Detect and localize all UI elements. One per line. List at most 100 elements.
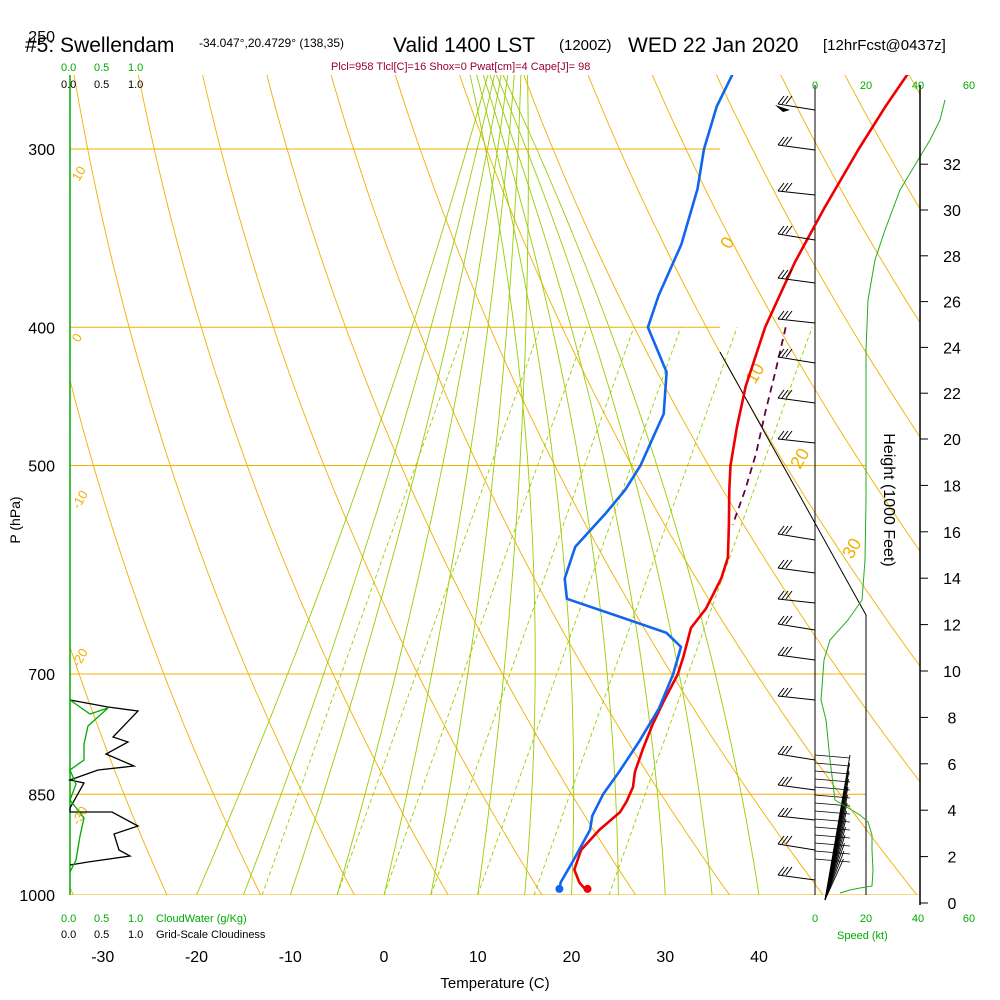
cloudwater-label: CloudWater (g/Kg) [156,913,247,925]
height-tick-12: 12 [943,618,961,635]
station-coords: -34.047°,20.4729° (138,35) [199,36,344,50]
height-tick-26: 26 [943,295,961,312]
wind-barb-0 [777,103,816,111]
temperature-tick-10: 10 [469,949,487,966]
wind-barb-feather-8-1 [781,430,789,440]
cloud-scale-green-top-0: 0.0 [61,62,76,74]
height-tick-32: 32 [943,157,961,174]
wind-barb-1 [777,144,816,151]
moist-adiabat-20 [476,75,575,895]
wind-barb-feather-3-0 [777,225,785,235]
wind-barb-feather-11-1 [781,590,789,600]
wind-fan-barb-4 [814,786,851,791]
wind-barb-16 [777,784,816,791]
wind-barb-feather-12-0 [777,615,785,625]
dry-adiabat-label-7: 20 [786,445,813,472]
wind-barb-feather-6-2 [785,348,793,358]
moist-adiabat-25 [482,75,619,895]
wind-barb-feather-19-2 [785,866,793,876]
cloud-scale-black-top-2: 1.0 [128,79,143,91]
pressure-tick-500: 500 [28,459,55,476]
wind-barb-feather-6-1 [781,348,789,358]
moist-adiabat-0 [383,75,515,895]
wind-barb-feather-0-0 [777,95,785,105]
wind-fan-barb-7 [814,810,851,815]
wind-barb-feather-14-0 [777,687,785,697]
wind-barb-feather-16-0 [777,776,785,786]
temperature-tick-20: 20 [563,949,581,966]
moist-adiabat-10 [477,75,529,895]
wind-panel-diagonal [719,351,867,895]
dry-adiabat-340 [523,75,920,783]
surface-temperature-point [583,884,592,893]
dry-adiabat-label-2: -10 [69,488,91,512]
wind-barb-feather-5-0 [777,310,785,320]
wind-barb-feather-18-0 [777,835,785,845]
cloud-scale-black-top-0: 0.0 [61,79,76,91]
dry-adiabat-label-5: 0 [716,233,738,252]
wind-barb-feather-4-1 [781,269,789,279]
wind-barb-feather-9-1 [781,525,789,535]
cloudiness-label: Grid-Scale Cloudiness [156,929,266,941]
wind-barb-feather-17-1 [781,807,789,817]
wind-barb-feather-18-2 [785,835,793,845]
moist-adiabat--5 [336,75,509,895]
moist-adiabat-40 [502,75,760,895]
cloud-scale-black-bottom-0: 0.0 [61,929,76,941]
mixing-ratio-lines: 1 2 3 5 8 12 20 [261,327,813,917]
wind-barb-feather-10-2 [785,559,793,569]
wind-fan-barb-12 [814,850,851,855]
wind-speed-curve [820,99,946,894]
wind-barb-13 [777,654,816,661]
speed-tick-bottom-0: 0 [812,913,818,925]
wind-barb-feather-12-2 [785,615,793,625]
cloud-scale-green-top-1: 0.5 [94,62,109,74]
wind-fan-barb-9 [814,826,851,831]
speed-tick-bottom-20: 20 [860,913,872,925]
wind-fan-line-12 [824,850,845,901]
wind-barb-15 [777,753,816,761]
cloud-scale-green-bottom-1: 0.5 [94,913,109,925]
pressure-tick-300: 300 [28,142,55,159]
wind-barb-feather-2-0 [777,182,785,192]
speed-tick-top-0: 0 [812,80,818,92]
valid-date: WED 22 Jan 2020 [628,34,798,57]
valid-time: Valid 1400 LST [393,34,535,57]
forecast-info: [12hrFcst@0437z] [823,37,946,54]
wind-barb-8 [777,438,816,444]
wind-barb-feather-15-2 [785,745,793,755]
moist-adiabat-lines [196,75,760,895]
cloud-scale-black-bottom-2: 1.0 [128,929,143,941]
wind-barb-feather-11-2 [785,590,793,600]
pressure-tick-1000: 1000 [19,888,55,905]
moist-adiabat-35 [495,75,713,895]
height-tick-6: 6 [948,757,957,774]
dry-adiabat-lines: 10 0 -10 -20 -30 0 10 20 30 [69,75,920,895]
wind-barb-feather-17-0 [777,807,785,817]
mixing-ratio-label-20: 20 [612,896,632,916]
dry-adiabat-label-3: -20 [69,646,91,670]
mixing-ratio-label-3: 3 [353,903,370,917]
mixing-ratio-line-4 [477,327,682,895]
wind-barbs [775,95,851,901]
dry-adiabat-300 [266,75,637,895]
moist-adiabat--20 [196,75,489,895]
wind-barb-14 [777,695,816,701]
wind-barb-feather-13-2 [785,646,793,656]
wind-barb-feather-14-1 [781,687,789,697]
wind-barb-18 [777,843,816,851]
temperature-axis-ticks: -30 -20 -10 0 10 20 30 40 [91,949,768,966]
wind-barb-feather-3-1 [781,225,789,235]
wind-barb-feather-7-2 [785,389,793,399]
moist-adiabat-30 [489,75,666,895]
height-tick-18: 18 [943,478,961,495]
valid-zulu: (1200Z) [559,37,612,54]
wind-barb-feather-3-2 [785,225,793,235]
dry-adiabat-360 [651,75,920,552]
dry-adiabat-250 [70,645,168,895]
sounding-series [555,75,909,893]
wind-barb-feather-13-0 [777,646,785,656]
mixing-ratio-label-5: 5 [415,903,432,917]
